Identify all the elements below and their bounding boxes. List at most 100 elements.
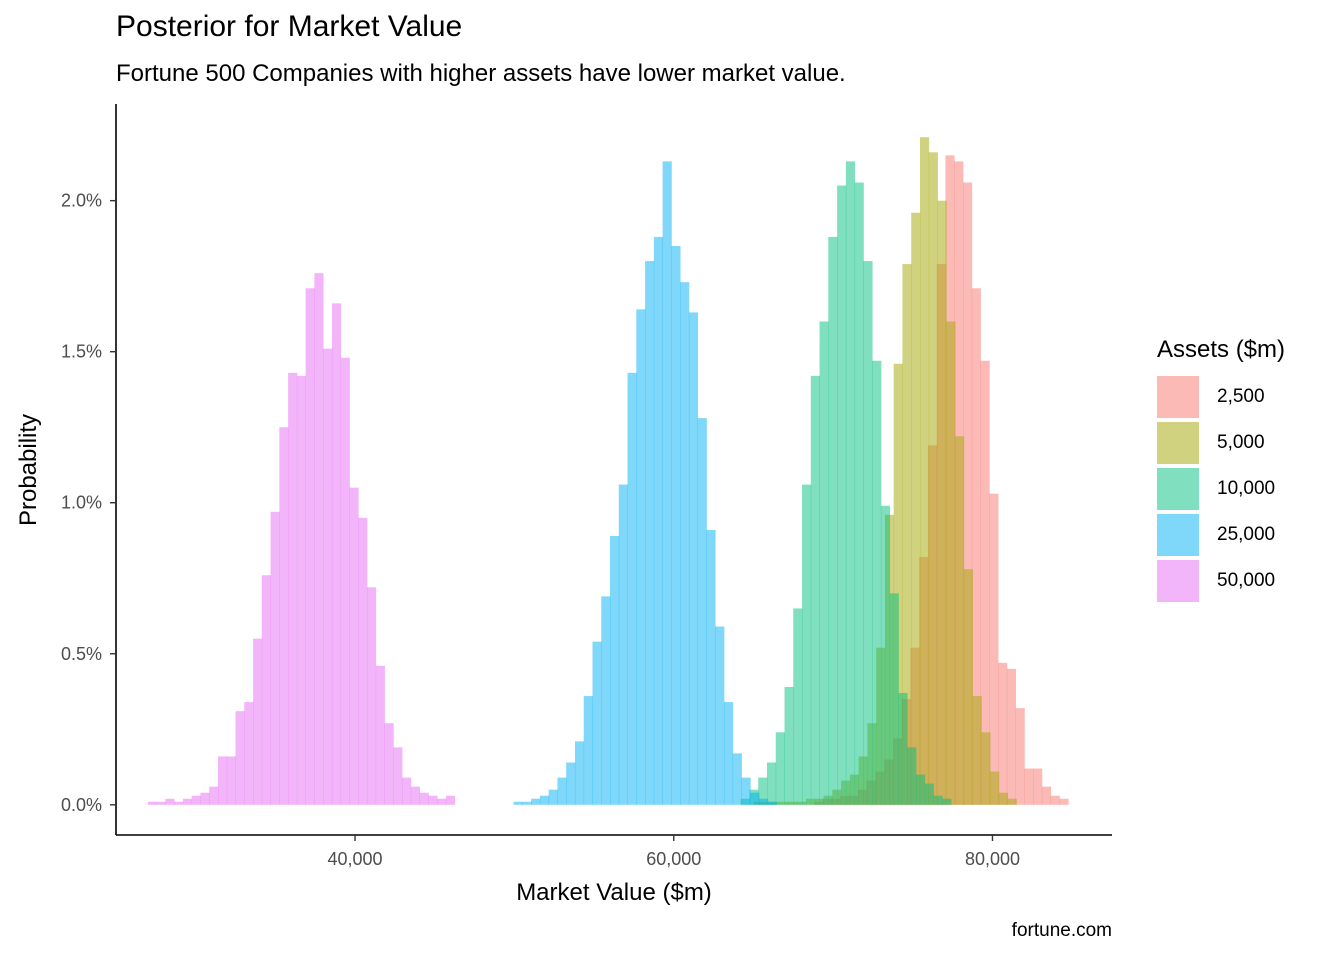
y-tick-label: 0.5% bbox=[61, 644, 102, 664]
legend-items: 2,500 5,000 10,000 25,000 50,000 bbox=[1157, 374, 1285, 604]
histogram-bar bbox=[889, 593, 899, 805]
histogram-bar bbox=[349, 487, 359, 805]
histogram-bar bbox=[384, 723, 394, 805]
histogram-bar bbox=[828, 236, 838, 805]
histogram-bar bbox=[314, 273, 324, 805]
histogram-bar bbox=[902, 264, 912, 805]
histogram-bar bbox=[998, 792, 1009, 805]
histogram-bar bbox=[819, 321, 829, 805]
histogram-bars bbox=[147, 137, 1069, 805]
x-tick-label: 40,000 bbox=[328, 849, 383, 869]
histogram-bar bbox=[1007, 798, 1017, 805]
histogram-bar bbox=[854, 182, 864, 805]
histogram-bar bbox=[288, 372, 298, 805]
histogram-bar bbox=[981, 732, 991, 805]
histogram-bar bbox=[618, 484, 628, 805]
histogram-bar bbox=[1015, 708, 1025, 805]
histogram-bar bbox=[775, 732, 785, 805]
chart-title: Posterior for Market Value bbox=[116, 10, 463, 43]
histogram-bar bbox=[437, 798, 447, 805]
legend-item: 10,000 bbox=[1157, 466, 1285, 512]
histogram-bar bbox=[601, 596, 611, 805]
histogram-bar bbox=[419, 792, 429, 805]
series-50000 bbox=[147, 273, 456, 805]
x-tick-label: 80,000 bbox=[965, 849, 1020, 869]
histogram-bar bbox=[182, 798, 193, 805]
histogram-bar bbox=[296, 375, 307, 805]
histogram-bar bbox=[998, 662, 1008, 805]
histogram-bar bbox=[279, 427, 289, 805]
histogram-bar bbox=[928, 152, 938, 805]
histogram-bar bbox=[583, 696, 593, 805]
histogram-bar bbox=[937, 200, 947, 805]
histogram-bar bbox=[942, 798, 952, 805]
legend-item: 25,000 bbox=[1157, 512, 1285, 558]
histogram-bar bbox=[200, 792, 210, 805]
histogram-bar bbox=[758, 777, 768, 805]
histogram-bar bbox=[723, 702, 734, 805]
histogram-bar bbox=[955, 436, 965, 805]
histogram-bar bbox=[323, 348, 333, 805]
histogram-bar bbox=[636, 309, 646, 805]
histogram-bar bbox=[872, 360, 882, 805]
histogram-bar bbox=[715, 626, 725, 805]
legend: Assets ($m) 2,500 5,000 10,000 25,000 50,000 bbox=[1157, 336, 1285, 604]
histogram-bar bbox=[706, 529, 716, 805]
histogram-bar bbox=[217, 756, 228, 805]
series-25000 bbox=[513, 161, 777, 805]
histogram-bar bbox=[793, 608, 803, 805]
histogram-bar bbox=[165, 798, 175, 805]
histogram-bar bbox=[270, 511, 280, 805]
histogram-bar bbox=[539, 795, 550, 805]
histogram-bar bbox=[366, 587, 377, 805]
histogram-bar bbox=[898, 693, 908, 805]
y-tick-label: 2.0% bbox=[61, 191, 102, 211]
histogram-bar bbox=[1041, 786, 1052, 805]
histogram-bar bbox=[331, 303, 342, 805]
histogram-bar bbox=[305, 288, 315, 805]
histogram-bar bbox=[402, 777, 412, 805]
legend-swatch bbox=[1157, 422, 1199, 464]
histogram-bar bbox=[989, 493, 999, 805]
histogram-bar bbox=[209, 786, 219, 805]
histogram-bar bbox=[592, 641, 602, 805]
legend-item: 5,000 bbox=[1157, 420, 1285, 466]
histogram-bar bbox=[1059, 798, 1069, 805]
histogram-bar bbox=[445, 795, 456, 805]
histogram-bar bbox=[358, 517, 368, 805]
legend-label: 50,000 bbox=[1217, 570, 1276, 591]
histogram-bar bbox=[522, 801, 532, 805]
histogram-bar bbox=[147, 801, 158, 805]
legend-swatch bbox=[1157, 468, 1199, 510]
histogram-bar bbox=[244, 702, 254, 805]
x-axis-title: Market Value ($m) bbox=[516, 879, 712, 906]
y-tick-label: 1.5% bbox=[61, 342, 102, 362]
histogram-bar bbox=[837, 185, 847, 805]
histogram-bar bbox=[645, 261, 655, 805]
histogram-bar bbox=[907, 747, 917, 805]
histogram-bar bbox=[845, 161, 856, 805]
histogram-bar bbox=[226, 756, 236, 805]
histogram-bar bbox=[893, 363, 903, 805]
histogram-bar bbox=[919, 137, 930, 805]
histogram-bar bbox=[767, 801, 777, 805]
histogram-bar bbox=[732, 753, 742, 805]
histogram-bar bbox=[990, 771, 1000, 805]
histogram-bar bbox=[697, 418, 707, 805]
histogram-bar bbox=[156, 801, 166, 805]
legend-label: 25,000 bbox=[1217, 524, 1276, 545]
histogram-bar bbox=[963, 182, 973, 805]
histogram-bar bbox=[810, 375, 820, 805]
histogram-bar bbox=[671, 245, 681, 805]
histogram-bar bbox=[610, 535, 620, 805]
y-tick-label: 1.0% bbox=[61, 493, 102, 513]
histogram-bar bbox=[946, 321, 956, 805]
histogram-bar bbox=[191, 795, 201, 805]
histogram-bar bbox=[971, 288, 981, 805]
histogram-bar bbox=[972, 696, 982, 805]
histogram-bar bbox=[915, 774, 926, 805]
histogram-bar bbox=[933, 795, 943, 805]
histogram-bar bbox=[235, 711, 245, 805]
histogram-bar bbox=[750, 792, 760, 805]
